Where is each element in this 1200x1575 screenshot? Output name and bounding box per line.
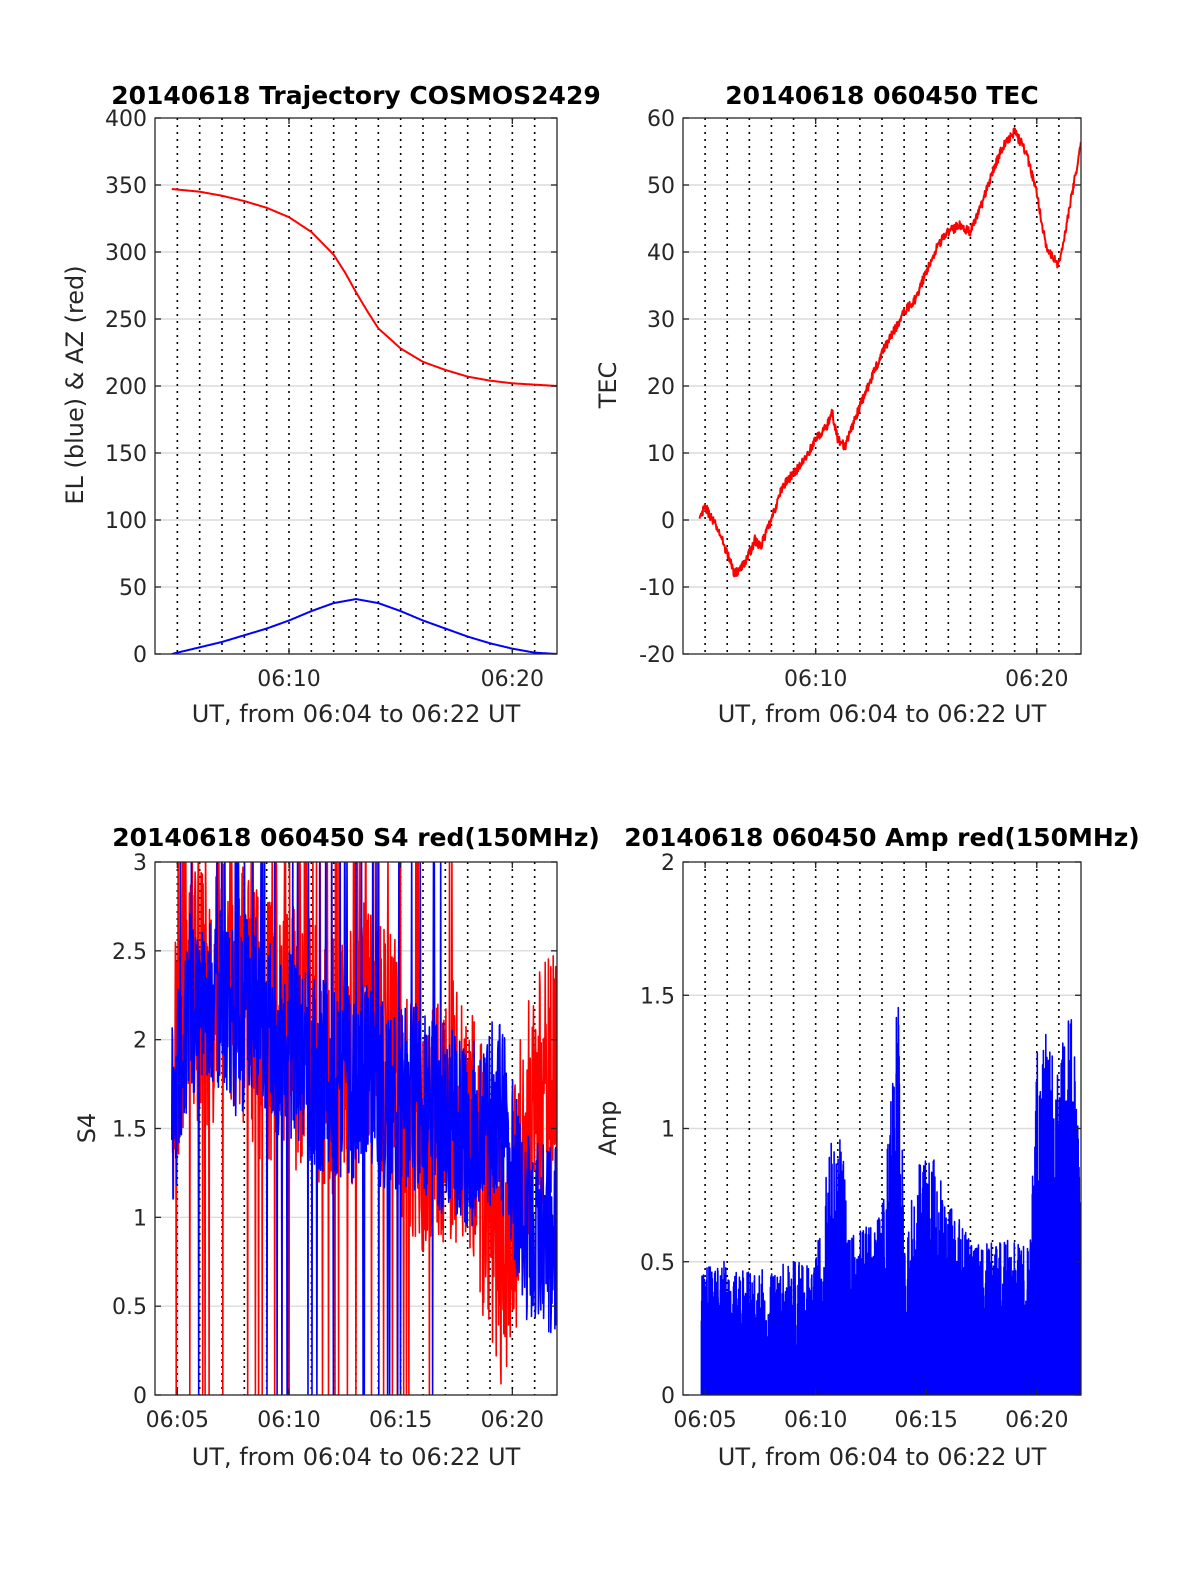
tec-xtick-label: 06:10 — [784, 667, 847, 692]
tec-ytick-label: -10 — [639, 576, 675, 601]
tec-xlabel: UT, from 06:04 to 06:22 UT — [718, 700, 1047, 728]
tec-ytick-label: 60 — [647, 107, 675, 132]
s4-ytick-label: 2 — [133, 1029, 147, 1054]
s4-series-line-1 — [171, 862, 557, 1395]
trajectory-title: 20140618 Trajectory COSMOS2429 — [111, 81, 601, 110]
amp-ytick-label: 1 — [661, 1118, 675, 1143]
trajectory-ylabel: EL (blue) & AZ (red) — [61, 265, 89, 504]
tec-ytick-label: -20 — [639, 643, 675, 668]
amp-series-group — [700, 1006, 1081, 1395]
s4-ytick-label: 3 — [133, 851, 147, 876]
trajectory-ytick-label: 50 — [119, 576, 147, 601]
trajectory-panel: 0 50 100 150 200 250 300 350 400 06:10 06:20 201406… — [61, 81, 601, 728]
s4-title: 20140618 060450 S4 red(150MHz) — [112, 823, 600, 852]
amp-series-line-0 — [700, 1006, 1081, 1395]
tec-ytick-label: 10 — [647, 442, 675, 467]
trajectory-xlabel: UT, from 06:04 to 06:22 UT — [192, 700, 521, 728]
s4-panel: 0 0.5 1 1.5 2 2.5 3 06:05 06:10 06:15 06:20 2014061… — [73, 823, 600, 1471]
s4-xtick-label: 06:10 — [257, 1408, 320, 1433]
s4-ylabel: S4 — [73, 1113, 101, 1144]
s4-xtick-label: 06:15 — [369, 1408, 432, 1433]
s4-xtick-label: 06:20 — [481, 1408, 544, 1433]
trajectory-series-line-0 — [171, 188, 557, 387]
tec-xtick-label: 06:20 — [1005, 667, 1068, 692]
tec-ytick-label: 0 — [661, 509, 675, 534]
amp-ytick-label: 2 — [661, 851, 675, 876]
s4-xtick-label: 06:05 — [146, 1408, 209, 1433]
tec-ytick-label: 30 — [647, 308, 675, 333]
trajectory-ytick-label: 400 — [105, 107, 147, 132]
trajectory-series-group — [171, 188, 557, 654]
trajectory-xtick-label: 06:20 — [481, 667, 544, 692]
trajectory-ytick-label: 100 — [105, 509, 147, 534]
tec-ytick-label: 40 — [647, 241, 675, 266]
amp-panel: 0 0.5 1 1.5 2 06:05 06:10 06:15 06:20 20140618 06… — [594, 823, 1140, 1471]
amp-title: 20140618 060450 Amp red(150MHz) — [624, 823, 1140, 852]
amp-xtick-label: 06:05 — [673, 1408, 736, 1433]
tec-title: 20140618 060450 TEC — [725, 81, 1038, 110]
amp-ytick-label: 0 — [661, 1384, 675, 1409]
amp-xtick-label: 06:10 — [784, 1408, 847, 1433]
amp-xlabel: UT, from 06:04 to 06:22 UT — [718, 1443, 1047, 1471]
amp-xtick-label: 06:20 — [1005, 1408, 1068, 1433]
s4-ytick-label: 1 — [133, 1206, 147, 1231]
amp-xtick-label: 06:15 — [895, 1408, 958, 1433]
trajectory-ytick-label: 250 — [105, 308, 147, 333]
s4-xlabel: UT, from 06:04 to 06:22 UT — [192, 1443, 521, 1471]
trajectory-series-line-1 — [171, 598, 557, 654]
trajectory-ytick-label: 300 — [105, 241, 147, 266]
s4-ytick-label: 2.5 — [112, 940, 147, 965]
tec-ytick-label: 50 — [647, 174, 675, 199]
trajectory-ytick-label: 200 — [105, 375, 147, 400]
trajectory-xtick-label: 06:10 — [257, 667, 320, 692]
tec-ytick-label: 20 — [647, 375, 675, 400]
amp-ytick-label: 0.5 — [640, 1251, 675, 1276]
amp-ytick-label: 1.5 — [640, 984, 675, 1009]
s4-series-group — [171, 862, 557, 1395]
tec-series-line-0 — [698, 127, 1081, 578]
trajectory-ytick-label: 350 — [105, 174, 147, 199]
s4-ytick-label: 0.5 — [112, 1295, 147, 1320]
tec-ylabel: TEC — [594, 362, 622, 410]
amp-ylabel: Amp — [594, 1100, 622, 1155]
s4-ytick-label: 0 — [133, 1384, 147, 1409]
trajectory-ytick-label: 150 — [105, 442, 147, 467]
s4-ytick-label: 1.5 — [112, 1118, 147, 1143]
trajectory-ytick-label: 0 — [133, 643, 147, 668]
tec-panel: -20 -10 0 10 20 30 40 50 60 06:10 06:20 20140618 06… — [594, 81, 1082, 728]
tec-series-group — [698, 127, 1081, 578]
